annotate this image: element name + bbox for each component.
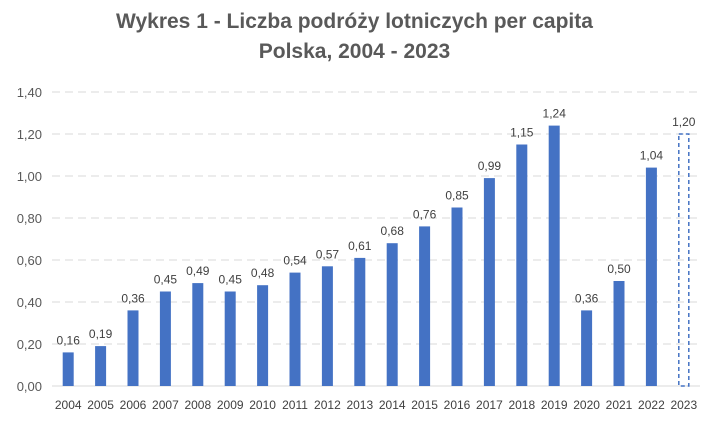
- data-label: 0,49: [186, 264, 210, 278]
- x-tick-label: 2018: [508, 398, 535, 412]
- data-label: 0,48: [251, 266, 275, 280]
- data-label: 0,99: [478, 159, 502, 173]
- x-tick-label: 2012: [314, 398, 341, 412]
- data-label: 0,16: [57, 333, 81, 347]
- bar: [354, 257, 366, 386]
- bar: [192, 283, 204, 386]
- bar: [127, 310, 139, 386]
- data-label: 0,68: [381, 224, 405, 238]
- x-tick-label: 2021: [606, 398, 633, 412]
- data-label: 1,15: [510, 126, 534, 140]
- x-tick-label: 2016: [444, 398, 471, 412]
- data-label: 1,20: [672, 115, 696, 129]
- x-tick-label: 2017: [476, 398, 503, 412]
- x-tick-label: 2013: [346, 398, 373, 412]
- x-tick-label: 2009: [217, 398, 244, 412]
- bar: [289, 272, 301, 386]
- bar: [548, 125, 560, 386]
- bar: [95, 346, 107, 386]
- y-tick-label: 0,00: [17, 379, 42, 394]
- x-tick-label: 2010: [249, 398, 276, 412]
- bar: [516, 144, 528, 386]
- data-label: 0,36: [121, 291, 145, 305]
- y-tick-label: 0,80: [17, 211, 42, 226]
- x-tick-label: 2014: [379, 398, 406, 412]
- data-label: 0,50: [607, 262, 631, 276]
- data-label: 0,57: [316, 247, 340, 261]
- x-tick-label: 2005: [87, 398, 114, 412]
- bar: [645, 167, 657, 386]
- bar: [224, 291, 236, 386]
- data-label: 0,61: [348, 239, 372, 253]
- y-tick-label: 0,20: [17, 337, 42, 352]
- data-label: 0,85: [445, 189, 469, 203]
- data-label: 1,24: [543, 107, 567, 121]
- y-tick-label: 1,40: [17, 85, 42, 100]
- x-tick-label: 2015: [411, 398, 438, 412]
- bar: [321, 266, 333, 386]
- data-label: 0,19: [89, 327, 113, 341]
- y-tick-label: 1,20: [17, 127, 42, 142]
- y-tick-label: 0,60: [17, 253, 42, 268]
- bar: [483, 178, 495, 386]
- bar: [419, 226, 431, 386]
- data-label: 0,36: [575, 291, 599, 305]
- bar: [581, 310, 593, 386]
- y-tick-label: 0,40: [17, 295, 42, 310]
- chart-subtitle: Polska, 2004 - 2023: [258, 40, 451, 63]
- data-label: 0,54: [283, 254, 307, 268]
- x-tick-label: 2011: [282, 398, 308, 412]
- x-tick-label: 2023: [670, 398, 697, 412]
- bar: [159, 291, 171, 386]
- data-label: 0,76: [413, 207, 437, 221]
- bar-estimated: [678, 133, 690, 387]
- bar: [386, 243, 398, 386]
- bar: [257, 285, 269, 386]
- x-tick-label: 2020: [573, 398, 600, 412]
- x-tick-label: 2007: [152, 398, 179, 412]
- chart-title: Wykres 1 - Liczba podróży lotniczych per…: [116, 10, 593, 33]
- y-tick-label: 1,00: [17, 169, 42, 184]
- data-label: 0,45: [154, 273, 178, 287]
- x-tick-label: 2008: [184, 398, 211, 412]
- x-tick-label: 2019: [541, 398, 568, 412]
- data-label: 0,45: [219, 273, 243, 287]
- bar: [613, 281, 625, 386]
- x-tick-label: 2004: [55, 398, 82, 412]
- bar: [62, 352, 74, 386]
- x-tick-label: 2006: [120, 398, 147, 412]
- x-tick-label: 2022: [638, 398, 665, 412]
- bar: [451, 207, 463, 386]
- data-label: 1,04: [640, 149, 664, 163]
